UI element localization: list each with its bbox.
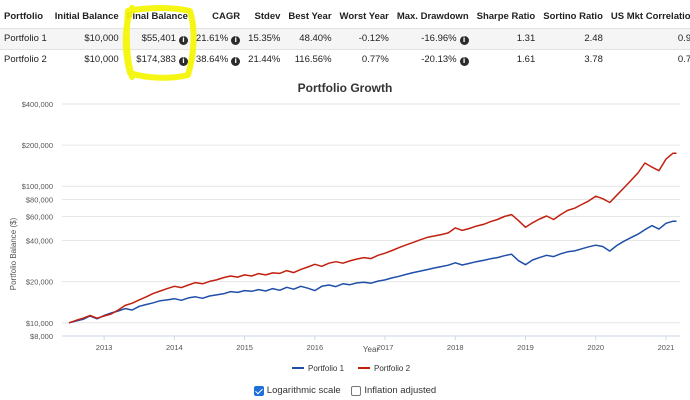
y-tick-label: $400,000 [22,100,53,109]
info-icon[interactable]: i [459,35,469,45]
chart-title: Portfolio Growth [298,81,393,95]
y-tick-label: $10,000 [26,319,53,328]
info-icon[interactable]: i [231,56,241,66]
max-drawdown-value: -16.96% [421,32,457,44]
cell-cagr: 21.61% i [191,27,245,49]
log-scale-checkbox[interactable] [253,385,264,396]
inflation-adjusted-label: Inflation adjusted [364,385,437,396]
table-row: Portfolio 2 $10,000 $174,383 i 38.64% i 21… [0,48,690,70]
info-icon[interactable]: i [178,56,188,66]
cagr-value: 38.64% [195,53,229,65]
x-tick-label: 2014 [166,343,183,352]
cell-portfolio: Portfolio 2 [0,48,51,70]
header-sharpe-ratio[interactable]: Sharpe Ratio [476,11,536,23]
header-stdev[interactable]: Stdev [254,11,281,23]
cell-best-year: 48.40% [284,27,336,49]
header-portfolio[interactable]: Portfolio [4,11,44,23]
portfolio-stats-table: Portfolio Initial Balance Final Balance … [0,6,690,70]
series-line-portfolio-1[interactable] [68,220,677,324]
series-lines [68,152,677,324]
cell-initial-balance: $10,000 [50,27,123,49]
legend-label: Portfolio 1 [308,364,345,373]
cell-sortino-ratio: 3.78 [539,48,607,70]
chart-options: Logarithmic scale Inflation adjusted [0,385,690,399]
info-icon[interactable]: i [231,35,241,45]
max-drawdown-value: -20.13% [421,53,457,65]
y-tick-label: $40,000 [26,237,53,246]
header-cagr[interactable]: CAGR [212,11,241,23]
inflation-adjusted-checkbox[interactable] [351,385,362,396]
y-tick-label: $8,000 [30,332,53,341]
x-tick-label: 2016 [306,343,323,352]
cell-stdev: 15.35% [244,27,285,49]
table-header-row: Portfolio Initial Balance Final Balance … [0,6,690,28]
cell-max-drawdown: -20.13% i [392,48,473,70]
legend-item-portfolio-1[interactable]: Portfolio 1 [292,364,345,373]
info-icon[interactable]: i [178,35,188,45]
y-axis-label: Portfolio Balance ($) [9,217,18,290]
chart-legend: Portfolio 1 Portfolio 2 [292,364,411,373]
x-tick-label: 2019 [517,343,534,352]
cell-sharpe-ratio: 1.31 [472,27,540,49]
header-sortino-ratio[interactable]: Sortino Ratio [543,11,603,23]
cell-max-drawdown: -16.96% i [392,27,473,49]
cell-best-year: 116.56% [284,48,336,70]
y-tick-label: $60,000 [26,213,53,222]
x-axis: 2013 2014 2015 2016 2017 2018 2019 2020 2021 [62,335,680,352]
y-tick-label: $80,000 [26,195,53,204]
cell-us-mkt-correlation: 0.75 [606,48,690,70]
cell-sortino-ratio: 2.48 [539,27,607,49]
x-tick-label: 2017 [377,343,394,352]
legend-label: Portfolio 2 [374,364,411,373]
header-us-mkt-correlation[interactable]: US Mkt Correlation [610,11,690,23]
x-axis-label: Year [363,345,380,354]
y-tick-label: $200,000 [22,141,53,150]
x-tick-label: 2018 [447,343,464,352]
x-tick-label: 2020 [587,343,604,352]
log-scale-option[interactable]: Logarithmic scale [253,385,341,396]
cell-cagr: 38.64% i [191,48,245,70]
inflation-adjusted-option[interactable]: Inflation adjusted [351,385,436,396]
chart-grid [62,103,680,337]
x-tick-label: 2013 [96,343,113,352]
log-scale-label: Logarithmic scale [266,385,341,396]
header-worst-year[interactable]: Worst Year [339,11,389,23]
cell-worst-year: -0.12% [335,27,393,49]
table-row: Portfolio 1 $10,000 $55,401 i 21.61% i 15.… [0,27,690,49]
header-max-drawdown[interactable]: Max. Drawdown [396,11,469,23]
cell-initial-balance: $10,000 [50,48,123,70]
y-tick-label: $100,000 [22,182,53,191]
header-best-year[interactable]: Best Year [288,11,332,23]
cell-us-mkt-correlation: 0.90 [606,27,690,49]
cagr-value: 21.61% [195,32,229,44]
header-final-balance[interactable]: Final Balance [126,11,188,23]
y-tick-label: $20,000 [26,278,53,287]
header-initial-balance[interactable]: Initial Balance [54,11,119,23]
final-balance-value: $55,401 [141,32,176,44]
cell-sharpe-ratio: 1.61 [472,48,540,70]
y-axis: $8,000 $10,000 $20,000 $40,000 $60,000 $80,00… [22,100,53,341]
cell-final-balance: $174,383 i [122,48,192,70]
cell-final-balance: $55,401 i [122,27,192,49]
series-line-portfolio-2[interactable] [68,152,677,324]
cell-worst-year: 0.77% [335,48,393,70]
portfolio-growth-chart: Portfolio Growth $8,000 $10,000 $20,000 $40… [9,81,680,373]
final-balance-value: $174,383 [136,53,176,65]
cell-portfolio: Portfolio 1 [0,27,51,49]
info-icon[interactable]: i [459,56,469,66]
legend-item-portfolio-2[interactable]: Portfolio 2 [358,364,411,373]
cell-stdev: 21.44% [244,48,285,70]
x-tick-label: 2015 [236,343,253,352]
x-tick-label: 2021 [658,343,675,352]
